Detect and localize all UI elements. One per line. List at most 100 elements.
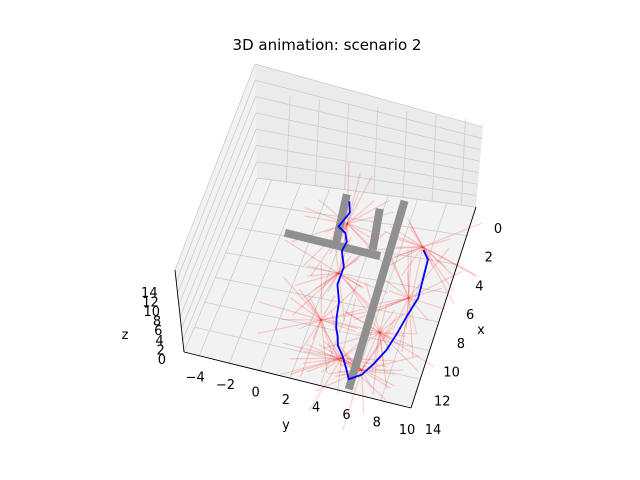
obstacle-bar (344, 199, 409, 391)
sensor-ray (379, 331, 413, 348)
sensor-ray (379, 331, 399, 344)
grid-line-z (255, 96, 482, 151)
y-tick-label: 4 (312, 401, 320, 416)
sensor-ray (281, 318, 322, 321)
sensor-ray (361, 369, 391, 389)
x-tick-label: 4 (475, 279, 483, 294)
sensor-ray (341, 357, 395, 387)
y-axis-label: y (282, 418, 290, 433)
sensor-ray (257, 319, 322, 334)
sensor-ray (338, 272, 363, 288)
grid-line-x (194, 326, 421, 380)
sensor-ray (302, 272, 339, 299)
z-tick-label: 6 (154, 324, 162, 339)
grid-line-z (255, 112, 481, 162)
sensor-ray (378, 297, 409, 305)
sensor-ray (320, 319, 357, 333)
sensor-ray (422, 246, 478, 277)
sensor-ray (388, 290, 409, 299)
obstacle-bar (332, 193, 351, 244)
sensor-ray (279, 357, 342, 376)
sensor-ray (408, 271, 462, 299)
sensor-ray (409, 222, 424, 248)
grid-line-z (177, 96, 256, 294)
sensor-ray (355, 297, 409, 321)
sensor-ray (346, 200, 375, 224)
sensor-ray (307, 272, 339, 277)
grid-line-x (225, 252, 449, 294)
grid-line-wall (344, 103, 349, 190)
grid-line-wall (285, 95, 291, 182)
grid-line-z (181, 145, 257, 329)
sensor-ray (337, 272, 376, 312)
grid-line-z (256, 177, 477, 208)
sensor-ray (371, 332, 381, 374)
sensor-ray (299, 319, 322, 378)
floor-pane (184, 178, 476, 408)
sensor-ray (370, 297, 409, 311)
sensor-ray (308, 295, 322, 321)
sensor-ray (312, 319, 322, 340)
sensor-ray (347, 223, 371, 238)
chart-title: 3D animation: scenario 2 (233, 36, 422, 54)
sensor-ray (407, 271, 410, 298)
y-tick-label: 6 (342, 408, 350, 423)
sensor-ray (408, 297, 446, 310)
z-axis-label: z (122, 328, 129, 343)
x-tick-label: 0 (494, 222, 502, 237)
x-tick-label: 8 (457, 337, 465, 352)
y-tick-label: 8 (373, 416, 381, 431)
sensor-ray (299, 319, 322, 330)
sensor-ray (321, 311, 366, 321)
sensor-ray (259, 301, 322, 321)
grid-line-y (350, 199, 418, 394)
y-tick-label: 2 (282, 393, 290, 408)
sensor-ray (392, 297, 410, 331)
grid-line-y (198, 179, 272, 356)
x-tick-label: 14 (425, 423, 442, 438)
sensor-ray (295, 272, 339, 286)
sensor-ray (299, 319, 322, 353)
grid-line-y (380, 203, 448, 401)
sensor-ray (408, 287, 443, 299)
obstacle-bar (283, 228, 382, 261)
sensor-ray (372, 332, 381, 396)
sensor-ray (340, 298, 357, 359)
sensor-ray (290, 357, 342, 375)
sensor-ray (361, 326, 394, 371)
sensor-ray (306, 297, 322, 321)
sensor-ray (320, 295, 336, 321)
sensor-ray (361, 315, 398, 371)
z-tick-label: 12 (142, 295, 159, 310)
z-tick-label: 4 (155, 334, 163, 349)
sensor-ray (347, 200, 390, 225)
sensor-ray (408, 248, 413, 298)
sensor-ray (282, 342, 342, 359)
y-axis-line (183, 351, 412, 409)
sensor-ray (378, 332, 385, 366)
trajectory-line (335, 201, 429, 381)
grid-line-z (179, 128, 257, 318)
z-axis-line (174, 269, 185, 353)
sensor-ray (341, 357, 388, 368)
grid-line-z (182, 161, 258, 341)
sensor-ray (346, 173, 361, 224)
sensor-ray (346, 175, 373, 224)
grid-line-z (254, 63, 484, 128)
sensor-ray (407, 249, 410, 298)
grid-line-wall (461, 119, 466, 206)
obstacles (283, 193, 409, 391)
sensor-ray (306, 265, 339, 274)
sensor-ray (379, 331, 407, 338)
sensor-ray (385, 297, 409, 306)
sensor-ray (401, 297, 410, 353)
sensor-ray (321, 272, 339, 288)
z-tick-label: 8 (153, 315, 161, 330)
grid-line-z (175, 80, 256, 282)
grid-line-z (255, 79, 483, 139)
sensor-ray (401, 246, 424, 276)
sensor-ray (290, 297, 322, 321)
sensor-ray (342, 370, 363, 431)
sensor-ray (341, 357, 396, 362)
